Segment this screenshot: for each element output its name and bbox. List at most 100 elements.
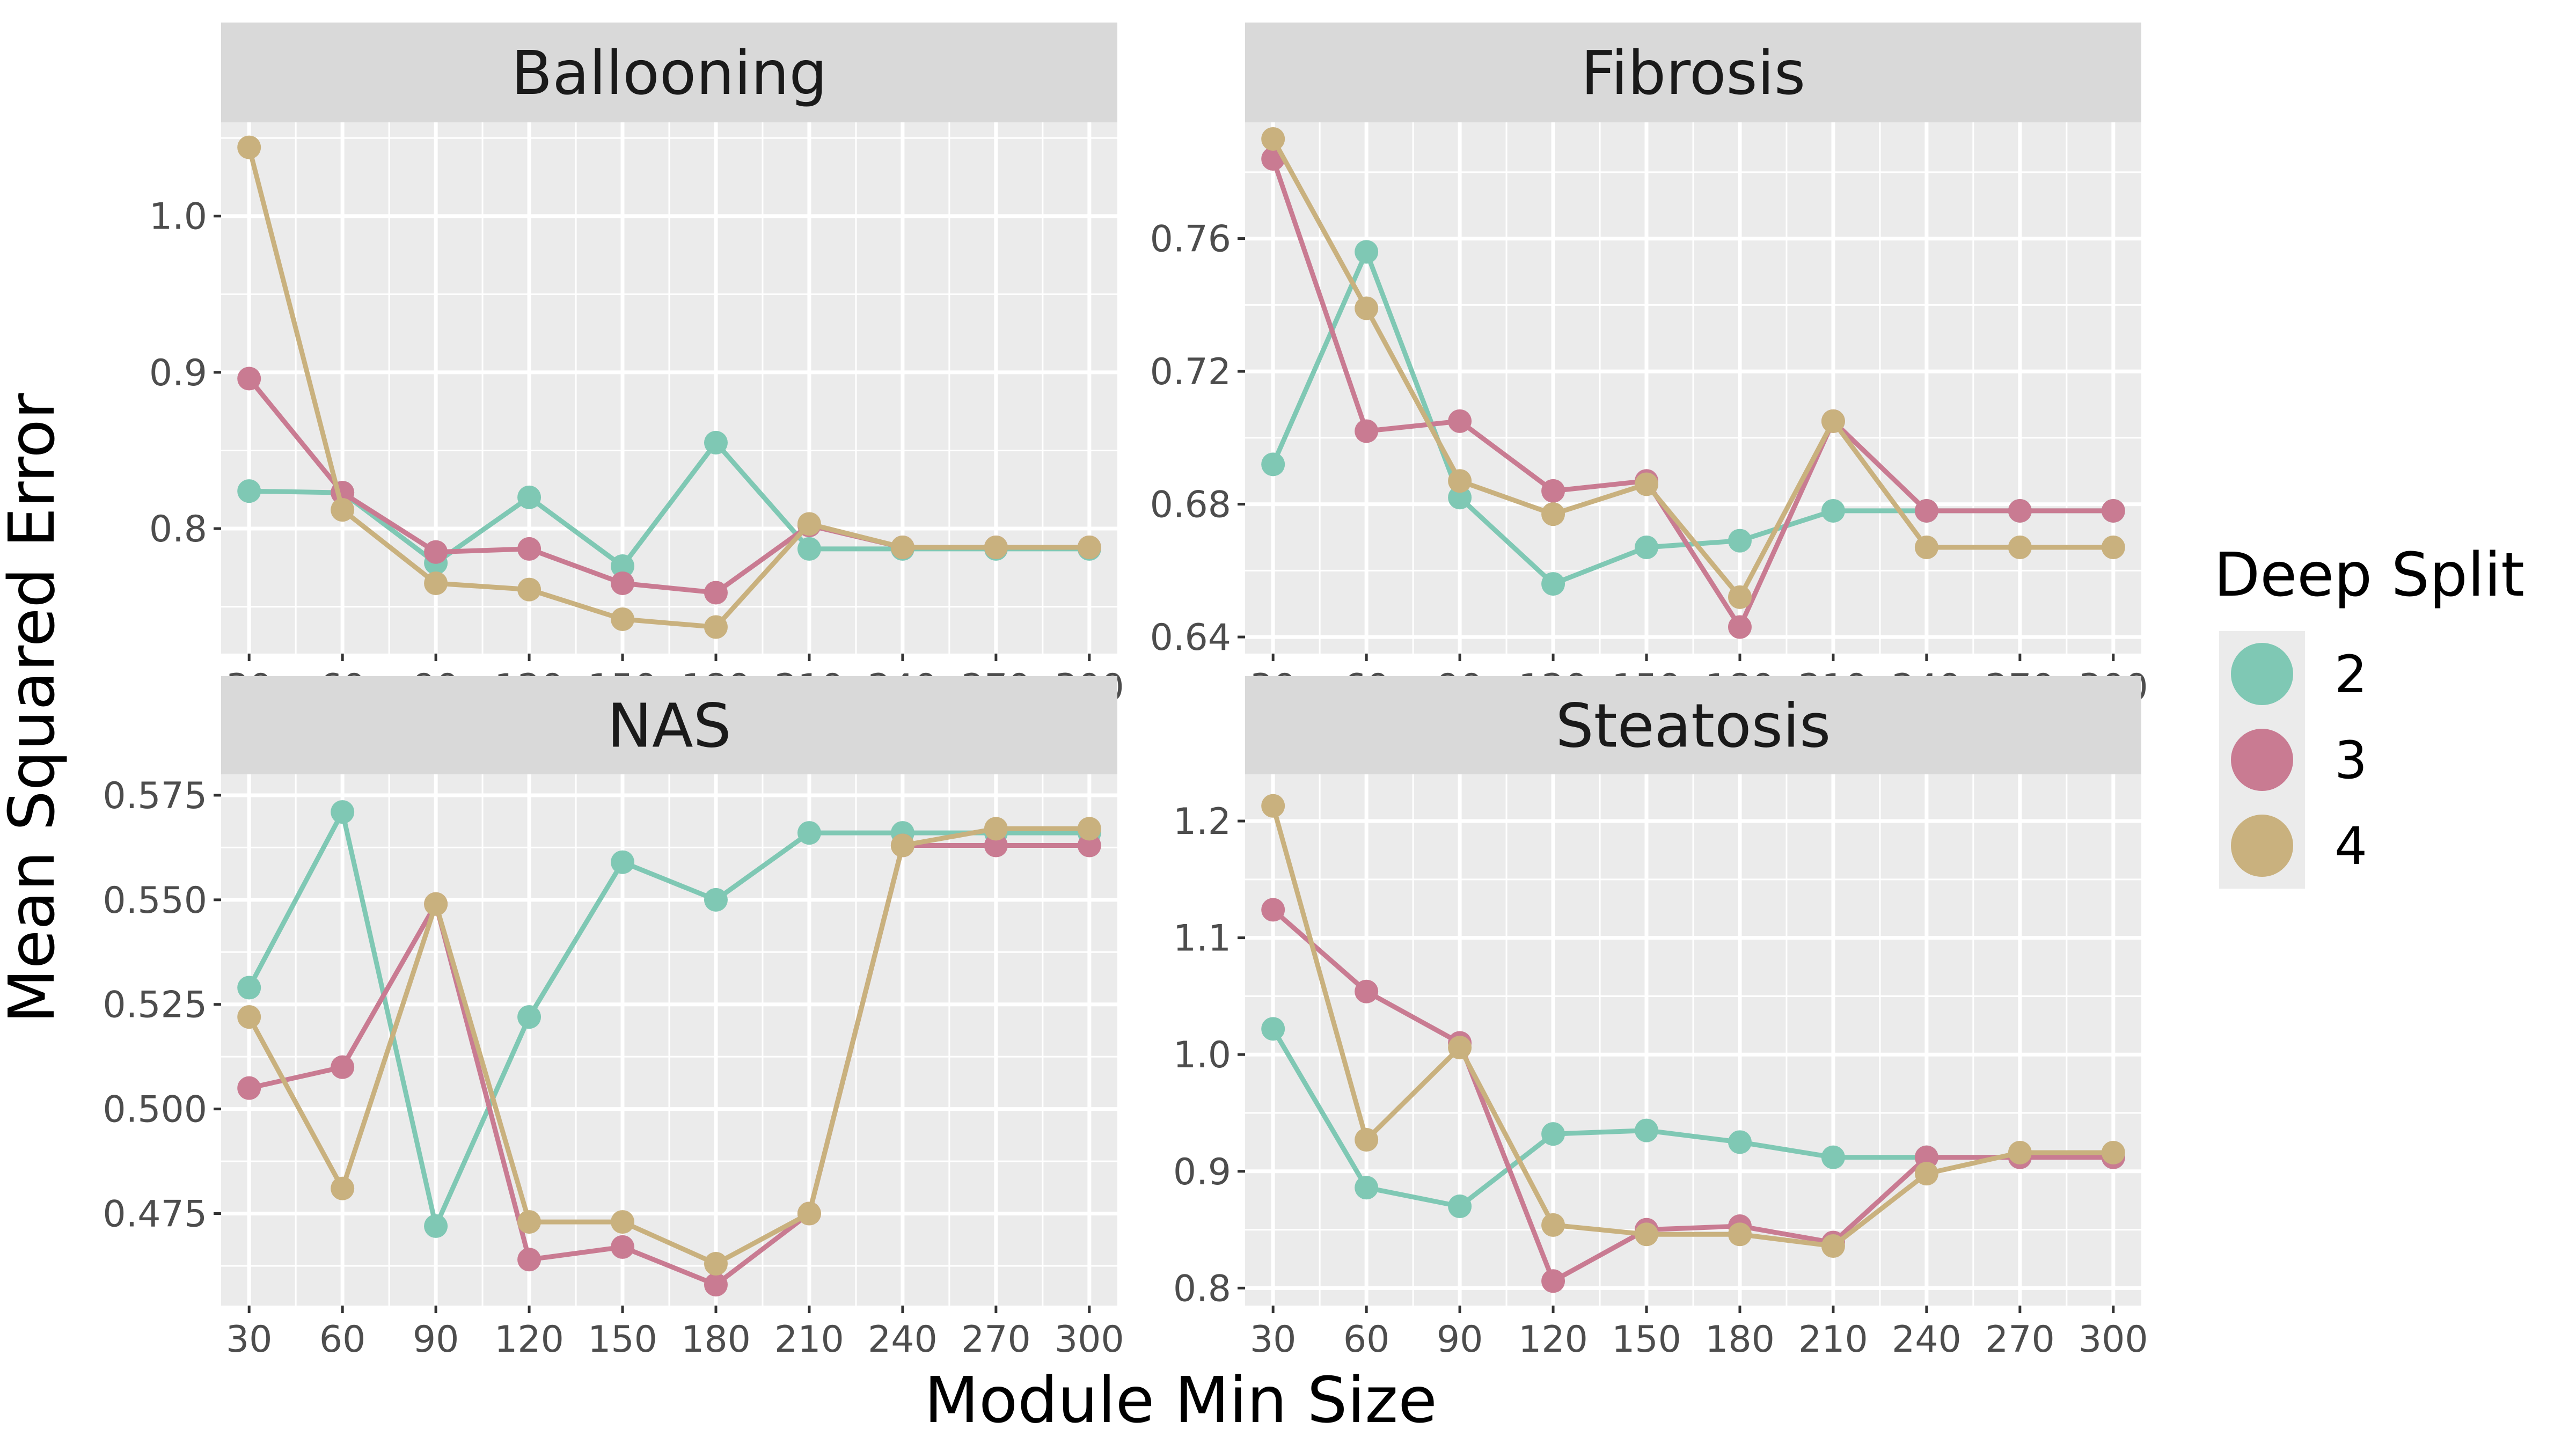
data-point: [1635, 536, 1659, 559]
data-point: [704, 430, 728, 455]
data-point: [984, 536, 1008, 559]
x-tick-label: 150: [588, 1318, 657, 1361]
panel-ballooning: Ballooning0.80.91.0306090120150180210240…: [149, 23, 1124, 709]
series-line: [1270, 156, 2116, 629]
strip-background: [221, 676, 1117, 774]
x-tick-label: 240: [1892, 1318, 1962, 1361]
data-point: [1914, 536, 1938, 559]
strip-title: Ballooning: [511, 39, 828, 108]
data-point: [1355, 1176, 1379, 1200]
data-point: [1077, 833, 1101, 858]
y-tick-label: 0.550: [103, 880, 207, 922]
legend-key-swatch: [2231, 815, 2293, 877]
legend-label: 4: [2334, 816, 2367, 876]
y-tick-label: 0.500: [103, 1089, 207, 1131]
series-line: [246, 809, 1092, 1229]
x-tick-label: 90: [413, 1318, 459, 1361]
data-point: [1728, 1130, 1752, 1154]
data-point: [1261, 1017, 1285, 1041]
data-point: [237, 976, 261, 1000]
data-point: [424, 571, 448, 595]
x-axis-title: Module Min Size: [924, 1363, 1437, 1437]
data-point: [1448, 469, 1472, 493]
data-point: [1448, 486, 1472, 510]
data-point: [1914, 1162, 1938, 1186]
x-tick-label: 210: [1798, 1318, 1868, 1361]
data-point: [1635, 1222, 1659, 1247]
legend-title: Deep Split: [2214, 540, 2524, 610]
data-point: [237, 1005, 261, 1029]
data-point: [1355, 979, 1379, 1003]
panel-fibrosis: Fibrosis0.640.680.720.763060901201501802…: [1150, 23, 2148, 709]
data-point: [704, 1252, 728, 1276]
legend: Deep Split 2 3 4: [2214, 540, 2524, 889]
panels-layer: Ballooning 0.8 0.9 1.0 30 60 90 120 150 180 210 240…: [103, 23, 2148, 1361]
data-point: [237, 135, 261, 159]
x-tick-label: 240: [868, 1318, 938, 1361]
data-point: [704, 888, 728, 912]
data-point: [1541, 1213, 1565, 1237]
strip-background: [221, 23, 1117, 122]
data-point: [237, 479, 261, 503]
data-point: [1541, 479, 1565, 503]
data-point: [1541, 502, 1565, 526]
data-point: [611, 571, 635, 595]
data-point: [517, 485, 541, 509]
y-tick-label: 0.8: [149, 508, 207, 551]
x-tick-label: 60: [1343, 1318, 1390, 1361]
strip-title: Fibrosis: [1581, 39, 1805, 108]
data-point: [984, 833, 1008, 858]
data-point: [1448, 409, 1472, 433]
data-point: [424, 540, 448, 564]
data-point: [517, 537, 541, 561]
series-line: [1270, 136, 2116, 600]
data-point: [1635, 472, 1659, 496]
data-point: [1821, 499, 1845, 523]
series-line: [1270, 907, 2116, 1284]
data-point: [517, 577, 541, 602]
data-point: [1821, 1145, 1845, 1169]
x-tick-label: 300: [2079, 1318, 2148, 1361]
legend-key-swatch: [2231, 643, 2293, 705]
series-line: [246, 145, 1092, 629]
x-tick-label: 270: [961, 1318, 1031, 1361]
data-point: [2101, 1140, 2125, 1164]
data-point: [1728, 585, 1752, 609]
data-point: [1261, 794, 1285, 818]
data-point: [331, 498, 355, 522]
legend-keys: 2 3 4: [2219, 631, 2367, 889]
y-tick-label: 0.525: [103, 984, 207, 1027]
series-line: [246, 843, 1092, 1287]
data-point: [1355, 296, 1379, 320]
y-tick-label: 0.76: [1150, 218, 1231, 261]
data-point: [1355, 1128, 1379, 1152]
data-point: [331, 1176, 355, 1200]
y-tick-label: 0.64: [1150, 617, 1231, 659]
data-point: [704, 615, 728, 639]
data-point: [1541, 1269, 1565, 1293]
data-point: [797, 1201, 821, 1226]
y-tick-label: 0.68: [1150, 484, 1231, 526]
y-tick-label: 1.2: [1173, 801, 1231, 843]
data-point: [1261, 452, 1285, 477]
x-tick-label: 120: [1518, 1318, 1588, 1361]
y-tick-label: 0.575: [103, 775, 207, 817]
x-tick-label: 180: [1705, 1318, 1775, 1361]
series-line: [246, 826, 1092, 1266]
data-point: [611, 1235, 635, 1259]
data-point: [2101, 536, 2125, 559]
y-tick-label: 0.475: [103, 1193, 207, 1236]
data-point: [1261, 127, 1285, 151]
x-tick-label: 30: [1250, 1318, 1297, 1361]
data-point: [1728, 1222, 1752, 1247]
x-tick-label: 210: [774, 1318, 844, 1361]
data-point: [424, 1214, 448, 1238]
strip-title: Steatosis: [1556, 692, 1831, 761]
panel-steatosis: Steatosis 0.8 0.9 1.0 1.1 1.2 30 60 90 120 150 180 2…: [1173, 676, 2148, 1361]
strip-title: NAS: [607, 692, 731, 761]
y-axis-title: Mean Squared Error: [0, 393, 69, 1023]
legend-label: 3: [2334, 730, 2367, 790]
data-point: [237, 367, 261, 391]
x-tick-label: 150: [1612, 1318, 1681, 1361]
